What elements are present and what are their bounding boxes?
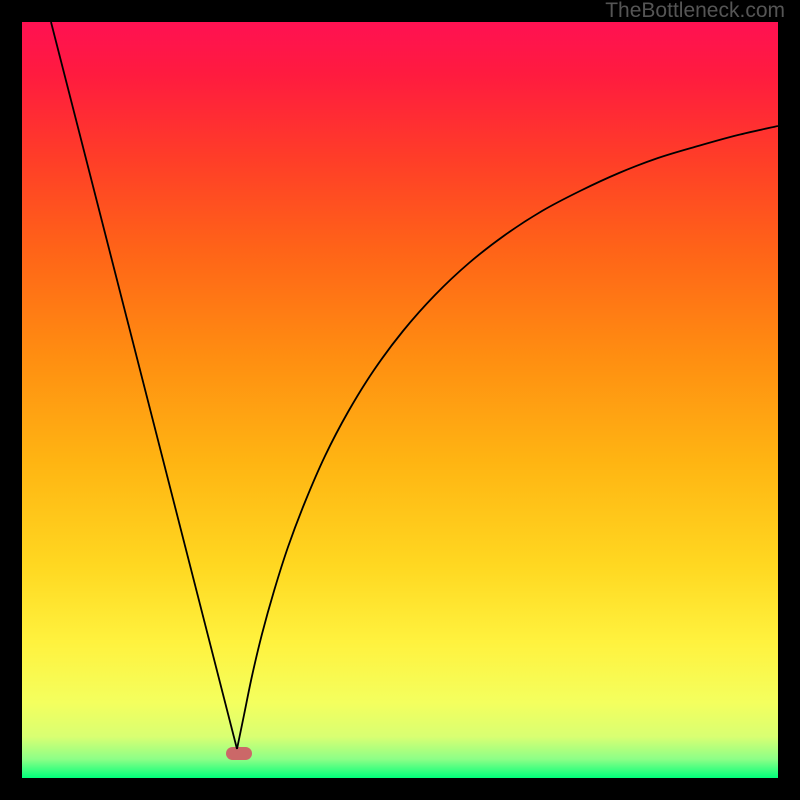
chart-frame: TheBottleneck.com bbox=[0, 0, 800, 800]
watermark-text: TheBottleneck.com bbox=[605, 0, 785, 23]
border-bottom bbox=[0, 778, 800, 800]
border-left bbox=[0, 0, 22, 800]
border-right bbox=[778, 0, 800, 800]
left-curve bbox=[51, 22, 237, 749]
curve-layer bbox=[22, 22, 778, 778]
plot-area bbox=[22, 22, 778, 778]
right-curve bbox=[237, 126, 778, 749]
